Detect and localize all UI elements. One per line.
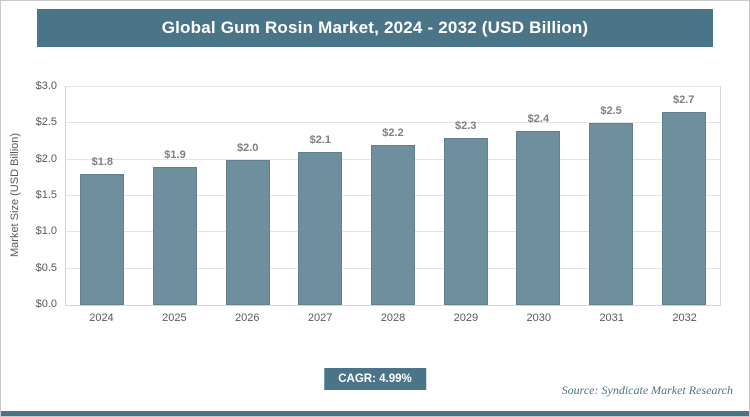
chart-title: Global Gum Rosin Market, 2024 - 2032 (US…	[37, 9, 713, 47]
y-tick-label: $0.0	[35, 298, 57, 310]
cagr-badge: CAGR: 4.99%	[324, 368, 426, 390]
y-axis-tick-labels: $0.0 $0.5 $1.0 $1.5 $2.0 $2.5 $3.0	[1, 80, 61, 310]
bar-slot-2026: $2.0	[211, 87, 284, 305]
bar-slot-2030: $2.4	[502, 87, 575, 305]
source-text: Source: Syndicate Market Research	[561, 383, 733, 397]
y-tick-label: $1.5	[35, 189, 57, 201]
x-tick-label-2032: 2032	[672, 312, 697, 324]
bar-2031: $2.5	[589, 105, 634, 305]
bar-slot-2025: $1.9	[139, 87, 212, 305]
bar-2024: $1.8	[80, 156, 125, 305]
bar-slot-2031: $2.5	[575, 87, 648, 305]
bottom-accent-strip	[1, 411, 749, 416]
bar-slot-2028: $2.2	[357, 87, 430, 305]
bar-value-label: $2.3	[454, 119, 477, 132]
x-axis-tick-labels: 2024 2025 2026 2027 2028 2029 2030 2031 2032	[65, 312, 721, 324]
bar-2030: $2.4	[516, 113, 561, 305]
y-tick-label: $2.0	[35, 152, 57, 165]
y-tick-label: $3.0	[35, 80, 57, 92]
bar-2025: $1.9	[153, 149, 197, 305]
x-tick-label-2031: 2031	[599, 312, 624, 324]
bar-slot-2032: $2.7	[647, 87, 720, 305]
bars-container: $1.8 $1.9 $2.0 $2.1 $2.2 $2.3 $2.4 $2.5 $2.7	[66, 87, 720, 305]
bar-value-label: $2.0	[236, 141, 259, 154]
bar-value-label: $2.1	[309, 134, 332, 147]
x-tick-label-2024: 2024	[89, 312, 114, 324]
bar-value-label: $2.2	[382, 127, 404, 140]
x-tick-label-2029: 2029	[453, 312, 479, 324]
bar-value-label: $2.5	[600, 105, 622, 118]
bar-2028: $2.2	[371, 127, 416, 305]
bar-value-label: $2.4	[527, 112, 550, 125]
bar-value-label: $1.8	[91, 156, 114, 169]
x-tick-label-2027: 2027	[307, 312, 333, 324]
x-tick-label-2030: 2030	[526, 312, 552, 324]
bar-slot-2024: $1.8	[66, 87, 139, 305]
bar-value-label: $2.7	[672, 94, 695, 107]
bar-slot-2029: $2.3	[429, 87, 502, 305]
bar-2026: $2.0	[225, 142, 270, 305]
bar-2027: $2.1	[298, 134, 343, 305]
gridline	[66, 122, 720, 124]
bar-2032: $2.7	[661, 94, 706, 305]
gridline	[66, 86, 720, 87]
x-tick-label-2028: 2028	[380, 312, 406, 324]
y-tick-label: $1.0	[35, 225, 57, 238]
x-tick-label-2026: 2026	[234, 312, 260, 324]
plot-area: $1.8 $1.9 $2.0 $2.1 $2.2 $2.3 $2.4 $2.5 $2.7	[65, 86, 721, 306]
bar-value-label: $1.9	[164, 148, 186, 161]
bar-2029: $2.3	[443, 120, 488, 305]
x-tick-label-2025: 2025	[162, 312, 187, 324]
y-tick-label: $2.5	[35, 116, 57, 129]
y-tick-label: $0.5	[35, 261, 57, 274]
bar-slot-2027: $2.1	[284, 87, 357, 305]
